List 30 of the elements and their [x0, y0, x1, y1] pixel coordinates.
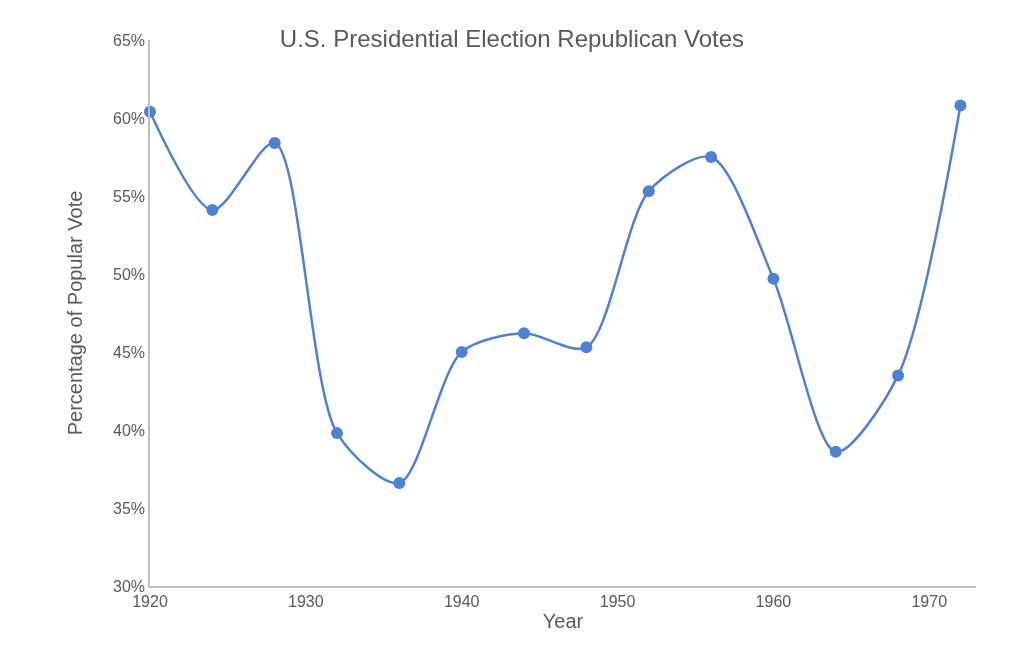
y-tick-label: 60%: [113, 109, 146, 127]
point: [767, 272, 780, 285]
point: [829, 445, 842, 458]
point: [705, 151, 718, 163]
point: [954, 99, 967, 112]
point: [518, 327, 531, 340]
x-tick-label: 1950: [599, 592, 636, 610]
y-tick-label: 30%: [113, 577, 146, 595]
point: [331, 427, 344, 440]
y-tick-label: 35%: [113, 499, 146, 517]
point: [642, 185, 655, 198]
point: [393, 477, 406, 490]
y-tick-label: 45%: [113, 343, 146, 361]
y-axis-title: Percentage of Popular Vote: [64, 190, 87, 436]
point: [892, 369, 905, 382]
x-axis-title: Year: [542, 609, 584, 632]
x-tick-label: 1940: [443, 592, 480, 610]
point: [206, 204, 219, 217]
y-tick-label: 50%: [113, 265, 146, 283]
y-tick-label: 40%: [113, 421, 146, 439]
point: [268, 136, 281, 149]
point: [455, 346, 468, 358]
x-tick-label: 1930: [288, 592, 324, 610]
y-tick-label: 55%: [113, 187, 146, 205]
point: [580, 341, 593, 354]
chart-title: U.S. Presidential Election Republican Votes: [279, 24, 745, 52]
y-tick-label: 65%: [113, 31, 146, 49]
x-tick-label: 1970: [911, 592, 948, 610]
x-tick-label: 1960: [755, 592, 792, 610]
x-tick-label: 1920: [132, 592, 168, 610]
